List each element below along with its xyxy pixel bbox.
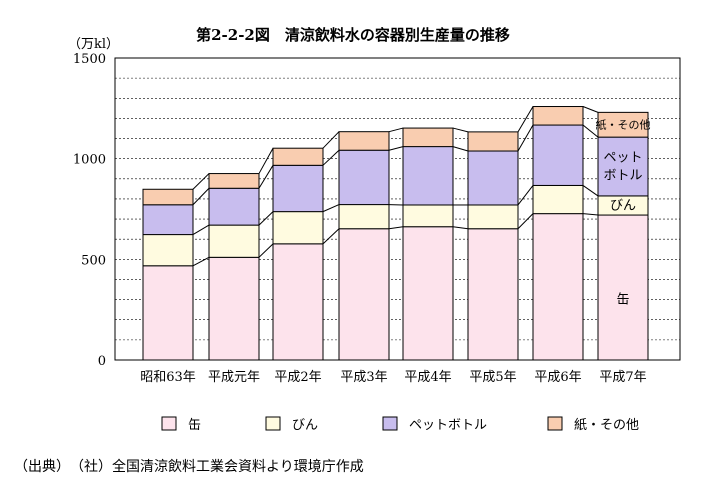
bar-segment [208,256,260,361]
legend-label: びん [292,418,318,433]
bar-segment [467,204,519,230]
bar-segment [532,184,584,215]
x-tick-label: 昭和63年 [140,370,196,385]
y-tick-label: 500 [81,253,106,268]
connector-line [388,146,404,151]
bar-segment [402,204,454,228]
connector-line [517,213,534,230]
connector-line [258,147,274,174]
x-tick-label: 平成6年 [534,370,581,385]
connector-line [192,187,210,206]
x-tick-label: 平成5年 [469,370,516,385]
series-inline-label: 紙・その他 [596,118,651,132]
connector-line [258,243,274,258]
bar-segment [338,131,390,151]
bar-segment [467,228,519,361]
legend-label: 紙・その他 [574,418,639,433]
legend-label: ペットボトル [409,418,487,433]
bar-segment [597,214,649,361]
y-tick-label: 1500 [73,52,106,67]
x-tick-label: 平成2年 [274,370,321,385]
plot-area [114,57,681,361]
connector-line [322,204,340,213]
y-axis-label: （万kl） [68,37,119,52]
legend-swatch [161,416,177,431]
connector-line [517,106,534,133]
connector-line [388,127,404,133]
series-inline-label: ペット [603,151,642,166]
bar-segment [272,211,324,245]
bar-segment [272,147,324,166]
connector-line [452,146,469,152]
bar-segment [338,204,390,230]
x-tick-label: 平成元年 [208,370,260,385]
connector-line [582,106,599,113]
series-inline-label: ボトル [603,169,642,184]
bar-segment [208,224,260,258]
connector-line [388,226,404,230]
series-inline-label: びん [610,198,636,213]
y-tick-label: 0 [98,354,106,369]
bar-segment [532,106,584,126]
bar-segment [532,213,584,361]
bar-segment [402,226,454,361]
x-tick-label: 平成7年 [599,370,646,385]
bar-segment [467,150,519,206]
bar-segment [402,146,454,206]
chart-title: 第2-2-2図 清涼飲料水の容器別生産量の推移 [196,26,510,44]
connector-line [322,149,340,166]
connector-line [322,131,340,149]
series-inline-label: 缶 [616,293,629,308]
bar-segment [208,173,260,189]
connector-line [517,185,534,206]
connector-line [452,127,469,133]
connector-line [517,124,534,152]
connector-line [192,224,210,235]
bar-segment [402,127,454,148]
x-tick-label: 平成3年 [340,370,387,385]
bar-segment [142,204,194,236]
bar-segment [597,111,649,138]
bar-segment [338,228,390,361]
bar-segment [272,243,324,361]
legend-swatch [382,416,398,431]
bar-segment [208,187,260,226]
bar-segment [467,131,519,152]
bar-segment [532,124,584,186]
connector-line [452,226,469,230]
bar-segment [338,149,390,206]
connector-line [582,124,599,138]
legend-swatch [265,416,281,431]
bar-segment [272,164,324,213]
legend-label: 缶 [188,418,201,433]
x-tick-label: 平成4年 [404,370,451,385]
connector-line [582,185,599,197]
bar-segment [142,265,194,361]
connector-line [192,173,210,190]
connector-line [192,256,210,267]
bar-segment [142,188,194,206]
connector-line [582,213,599,216]
connector-line [258,211,274,226]
y-tick-label: 1000 [73,153,106,168]
bar-segment [142,234,194,267]
legend-swatch [547,416,563,431]
bar-segment [597,136,649,197]
connector-line [258,165,274,189]
source-note: （出典） （社）全国清涼飲料工業会資料より環境庁作成 [14,459,364,475]
connector-line [322,228,340,245]
